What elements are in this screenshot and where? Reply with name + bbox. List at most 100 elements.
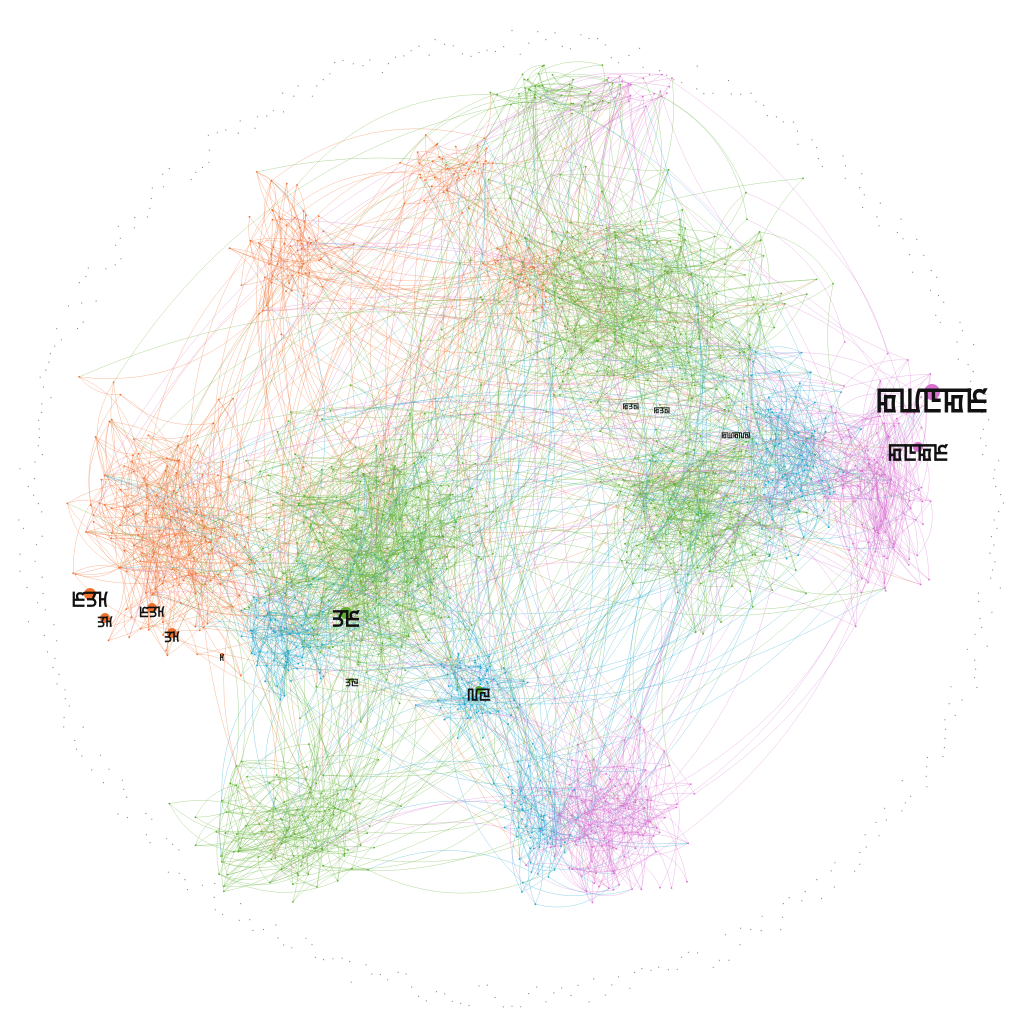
- node: [703, 93, 705, 95]
- node: [564, 350, 566, 353]
- node: [690, 397, 693, 400]
- edge: [649, 389, 842, 461]
- edge: [285, 634, 309, 666]
- edge: [374, 704, 520, 848]
- edge: [859, 413, 915, 478]
- node: [276, 263, 279, 265]
- node: [98, 502, 101, 505]
- node: [440, 616, 443, 619]
- node: [302, 466, 305, 468]
- node: [994, 561, 996, 563]
- node: [119, 237, 121, 239]
- edge: [486, 179, 519, 275]
- edge: [621, 312, 750, 335]
- edge: [228, 457, 420, 487]
- edge: [384, 161, 527, 866]
- node: [553, 394, 555, 396]
- node: [494, 262, 497, 264]
- edge: [400, 404, 547, 440]
- node: [610, 57, 612, 59]
- edge: [404, 143, 438, 204]
- edge: [128, 95, 631, 638]
- edge: [273, 631, 299, 664]
- node: [403, 202, 406, 205]
- node: [631, 355, 634, 358]
- edge: [631, 315, 750, 352]
- edge: [603, 797, 646, 825]
- edge: [358, 435, 894, 548]
- edge: [724, 219, 748, 265]
- edge: [636, 237, 686, 246]
- node: [573, 330, 576, 332]
- edge: [525, 808, 626, 866]
- node: [833, 886, 835, 888]
- edge: [608, 374, 644, 512]
- edge: [529, 90, 742, 437]
- node: [147, 628, 150, 631]
- edge: [460, 665, 481, 669]
- node: [115, 244, 117, 246]
- node: [494, 208, 497, 211]
- edge: [347, 681, 400, 704]
- node: [315, 538, 317, 541]
- edge: [284, 643, 383, 803]
- edge: [525, 865, 614, 893]
- edge: [358, 92, 667, 555]
- edge: [531, 808, 642, 890]
- edge: [651, 456, 752, 504]
- node: [632, 228, 635, 231]
- edge: [361, 615, 401, 641]
- node: [369, 491, 372, 494]
- edge: [251, 633, 259, 666]
- edge: [447, 190, 523, 263]
- node: [37, 445, 39, 447]
- node: [972, 371, 974, 373]
- node: [424, 523, 427, 526]
- node: [623, 375, 626, 377]
- node: [743, 351, 745, 354]
- node: [177, 444, 179, 447]
- node: [561, 380, 564, 383]
- edge: [536, 352, 561, 396]
- edge: [545, 290, 753, 607]
- edge: [355, 446, 443, 536]
- edge: [475, 76, 621, 798]
- edge: [417, 563, 432, 637]
- edge: [331, 267, 421, 341]
- node: [92, 514, 95, 517]
- node: [604, 44, 606, 46]
- edge: [713, 192, 747, 263]
- edge: [564, 325, 692, 376]
- node: [297, 271, 300, 274]
- node: [297, 502, 300, 505]
- edge: [712, 315, 723, 359]
- edge: [518, 797, 526, 828]
- edge: [443, 180, 627, 770]
- edge: [700, 249, 764, 262]
- node: [669, 562, 672, 565]
- node: [222, 913, 224, 915]
- node: [267, 474, 270, 476]
- edge: [670, 516, 682, 534]
- edge: [152, 594, 181, 604]
- edge: [270, 617, 486, 702]
- node: [719, 534, 722, 537]
- node: [151, 187, 153, 189]
- edge: [490, 712, 626, 809]
- node: [639, 47, 641, 50]
- edge: [233, 850, 309, 875]
- edge: [272, 210, 332, 268]
- edge: [484, 95, 615, 139]
- edge: [296, 542, 329, 601]
- node: [588, 242, 591, 245]
- edge: [459, 662, 586, 835]
- edge: [570, 222, 863, 579]
- node: [410, 557, 413, 560]
- edge: [651, 502, 714, 537]
- node: [926, 766, 928, 768]
- node: [460, 1002, 462, 1005]
- node: [366, 620, 368, 623]
- node: [385, 579, 388, 581]
- edge: [281, 786, 357, 870]
- edge: [133, 438, 371, 506]
